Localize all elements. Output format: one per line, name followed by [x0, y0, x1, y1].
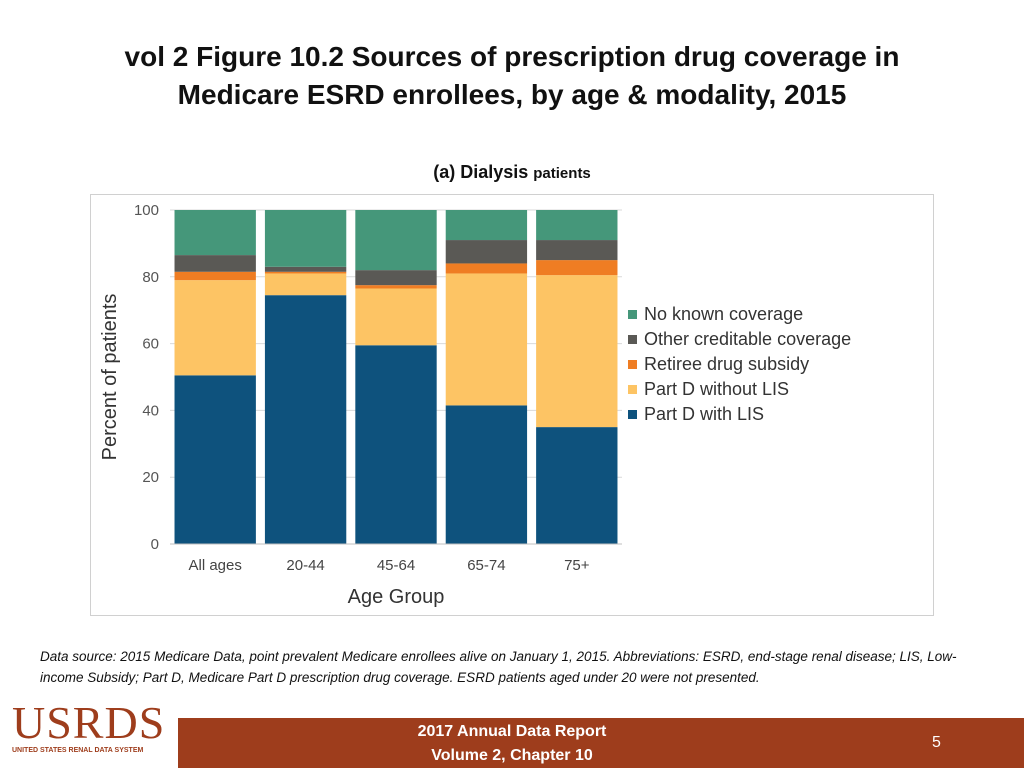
- y-axis-title: Percent of patients: [99, 294, 121, 461]
- y-tick-label: 40: [142, 402, 159, 419]
- page-number: 5: [932, 734, 941, 751]
- legend-label: Part D with LIS: [644, 404, 765, 424]
- y-tick-label: 80: [142, 269, 159, 286]
- x-tick-label: 75+: [564, 557, 590, 574]
- legend-swatch: [628, 410, 637, 419]
- chart-legend: No known coverage Other creditable covera…: [628, 302, 851, 427]
- legend-item: Retiree drug subsidy: [628, 352, 851, 377]
- title-line-2: Medicare ESRD enrollees, by age & modali…: [177, 79, 847, 110]
- bar-segment-retiree-drug-subsidy: [264, 271, 347, 274]
- bar-segment-no-known-coverage: [445, 210, 528, 241]
- bar-segment-no-known-coverage: [174, 210, 256, 256]
- slide-title: vol 2 Figure 10.2 Sources of prescriptio…: [60, 38, 964, 114]
- bar-segment-other-creditable-coverage: [536, 240, 618, 261]
- bar-segment-retiree-drug-subsidy: [355, 285, 437, 289]
- legend-swatch: [628, 385, 637, 394]
- y-tick-label: 0: [151, 536, 159, 553]
- x-axis-title: Age Group: [348, 586, 445, 608]
- legend-item: Part D with LIS: [628, 402, 851, 427]
- bar-segment-no-known-coverage: [536, 210, 618, 241]
- legend-label: Part D without LIS: [644, 379, 790, 399]
- bar-segment-part-d-with-lis: [536, 427, 618, 544]
- legend-swatch: [628, 335, 637, 344]
- footer-line-2: Volume 2, Chapter 10: [431, 747, 593, 764]
- bar-segment-other-creditable-coverage: [174, 255, 256, 272]
- subtitle-main: (a) Dialysis: [433, 162, 529, 182]
- bar-segment-part-d-without-lis: [264, 273, 347, 296]
- legend-item: No known coverage: [628, 302, 851, 327]
- x-tick-label: All ages: [189, 557, 242, 574]
- legend-label: Retiree drug subsidy: [644, 354, 810, 374]
- bar-segment-part-d-with-lis: [445, 405, 528, 544]
- bar-segment-other-creditable-coverage: [445, 240, 528, 264]
- bar-segment-no-known-coverage: [355, 210, 437, 271]
- footer-report-info: 2017 Annual Data Report Volume 2, Chapte…: [362, 720, 662, 768]
- chart-subtitle: (a) Dialysis patients: [300, 162, 724, 183]
- bar-segment-retiree-drug-subsidy: [536, 260, 618, 276]
- bar-segment-other-creditable-coverage: [264, 266, 347, 272]
- bar-segment-part-d-with-lis: [264, 295, 347, 544]
- bar-segment-part-d-without-lis: [174, 280, 256, 376]
- usrds-logo: USRDS UNITED STATES RENAL DATA SYSTEM: [0, 700, 178, 768]
- bar-segment-other-creditable-coverage: [355, 270, 437, 286]
- bar-segment-part-d-with-lis: [174, 375, 256, 544]
- bar-segment-part-d-without-lis: [536, 275, 618, 428]
- subtitle-small: patients: [533, 165, 591, 182]
- logo-wordmark: USRDS: [12, 697, 166, 748]
- legend-label: No known coverage: [644, 304, 804, 324]
- footer-line-1: 2017 Annual Data Report: [417, 723, 607, 740]
- title-line-1: vol 2 Figure 10.2 Sources of prescriptio…: [124, 41, 900, 72]
- legend-item: Part D without LIS: [628, 377, 851, 402]
- bar-segment-part-d-without-lis: [445, 273, 528, 406]
- x-tick-label: 20-44: [286, 557, 324, 574]
- legend-item: Other creditable coverage: [628, 327, 851, 352]
- legend-label: Other creditable coverage: [644, 329, 852, 349]
- bar-segment-retiree-drug-subsidy: [174, 271, 256, 281]
- footnote: Data source: 2015 Medicare Data, point p…: [40, 649, 957, 685]
- y-tick-label: 20: [142, 469, 159, 486]
- x-tick-label: 45-64: [377, 557, 415, 574]
- y-tick-label: 100: [134, 202, 159, 219]
- x-tick-label: 65-74: [467, 557, 505, 574]
- legend-swatch: [628, 360, 637, 369]
- chart-frame: [90, 194, 934, 616]
- logo-subtitle: UNITED STATES RENAL DATA SYSTEM: [12, 747, 144, 754]
- bar-segment-part-d-with-lis: [355, 345, 437, 544]
- bar-segment-retiree-drug-subsidy: [445, 263, 528, 274]
- bar-segment-part-d-without-lis: [355, 288, 437, 346]
- legend-swatch: [628, 310, 637, 319]
- y-tick-label: 60: [142, 336, 159, 353]
- bar-segment-no-known-coverage: [264, 210, 347, 267]
